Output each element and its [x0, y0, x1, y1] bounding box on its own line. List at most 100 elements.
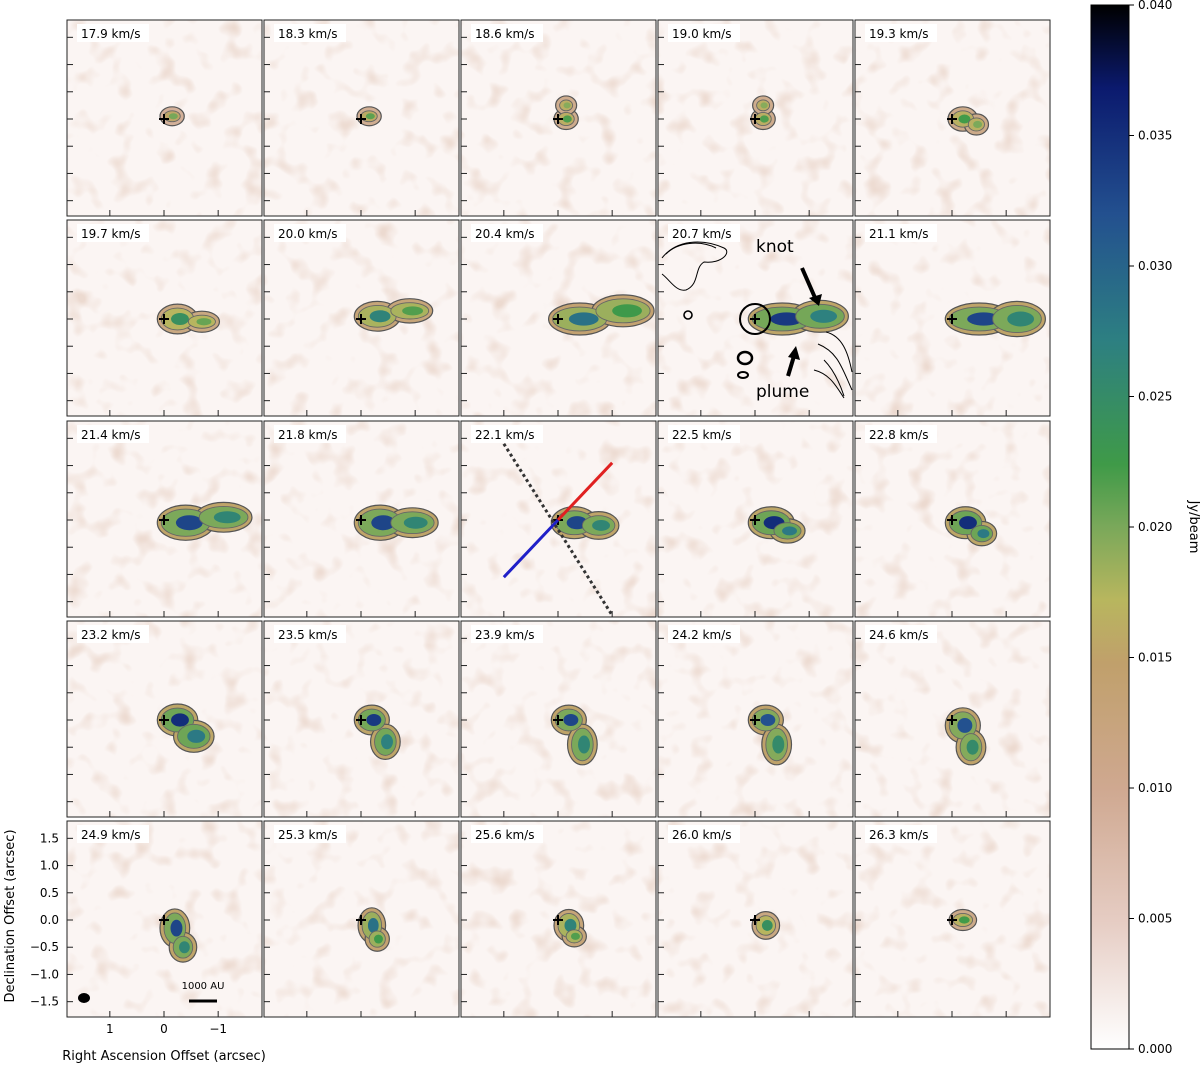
emission-core	[374, 934, 383, 944]
velocity-label-bg	[471, 825, 543, 843]
emission-core	[782, 526, 797, 536]
contour-ring	[683, 310, 693, 320]
channel-panel: 21.1 km/s	[855, 220, 1050, 416]
emission-core	[759, 115, 769, 123]
channel-panel: 23.5 km/s	[264, 621, 459, 817]
channel-panel: 19.3 km/s	[855, 20, 1050, 216]
emission-core	[973, 120, 983, 129]
velocity-label: 21.8 km/s	[278, 428, 337, 442]
source-marker	[750, 114, 760, 124]
emission-core	[957, 717, 973, 733]
emission-core	[958, 114, 971, 124]
colorbar-gradient	[1090, 4, 1130, 1050]
source-marker	[356, 715, 366, 725]
source-marker	[356, 114, 366, 124]
emission-core	[612, 304, 642, 318]
emission-core	[564, 918, 577, 933]
velocity-label-bg	[865, 625, 937, 643]
source-marker	[159, 715, 169, 725]
velocity-label-bg	[274, 224, 346, 242]
emission-core	[578, 735, 590, 754]
knot-label: knot	[756, 237, 794, 257]
velocity-label: 25.3 km/s	[278, 828, 337, 842]
source-marker	[553, 314, 563, 324]
channel-panel: 17.9 km/s	[67, 20, 262, 216]
source-marker	[356, 515, 366, 525]
velocity-label: 20.7 km/s	[672, 227, 731, 241]
channel-panel: 23.2 km/s	[67, 621, 262, 817]
x-axis-label: Right Ascension Offset (arcsec)	[62, 1049, 266, 1064]
channel-panel: 22.5 km/s	[658, 421, 853, 617]
emission-core	[967, 312, 1000, 326]
velocity-label: 22.5 km/s	[672, 428, 731, 442]
emission-core	[966, 739, 979, 755]
emission-core	[571, 932, 580, 940]
channel-panel: 23.9 km/s	[461, 621, 656, 817]
colorbar-tick-label: 0.000	[1138, 1042, 1172, 1056]
colorbar-tick-label: 0.040	[1138, 0, 1172, 12]
emission-core	[977, 529, 990, 539]
emission-core	[367, 917, 379, 933]
colorbar-tick-label: 0.035	[1138, 129, 1172, 143]
velocity-label-bg	[274, 825, 346, 843]
emission-core	[366, 714, 382, 726]
emission-core	[563, 102, 571, 109]
plume-arrowhead	[788, 346, 800, 360]
velocity-label: 24.2 km/s	[672, 628, 731, 642]
channel-panel: 21.8 km/s	[264, 421, 459, 617]
source-marker	[750, 915, 760, 925]
emission-core	[959, 516, 977, 530]
source-marker	[947, 114, 957, 124]
y-axis-label: Declination Offset (arcsec)	[3, 829, 18, 1002]
source-circle	[739, 303, 771, 335]
emission-core	[175, 515, 203, 531]
velocity-label: 24.6 km/s	[869, 628, 928, 642]
emission-core	[562, 115, 572, 123]
colorbar-tick-label: 0.015	[1138, 651, 1172, 665]
source-marker	[553, 915, 563, 925]
velocity-label-bg	[274, 425, 346, 443]
velocity-label-bg	[865, 825, 937, 843]
channel-panel: 20.4 km/s	[461, 220, 656, 416]
source-marker	[159, 915, 169, 925]
channel-panel: 19.0 km/s	[658, 20, 853, 216]
source-marker	[947, 715, 957, 725]
source-marker	[947, 314, 957, 324]
velocity-label-bg	[471, 224, 543, 242]
contour-lines	[813, 331, 853, 399]
emission-core	[213, 511, 241, 524]
source-marker	[750, 515, 760, 525]
emission-core	[365, 113, 375, 120]
velocity-label-bg	[77, 224, 149, 242]
emission-core	[761, 920, 773, 931]
emission-core	[371, 515, 396, 531]
source-marker	[159, 114, 169, 124]
plume-label: plume	[756, 382, 809, 402]
channel-panel: 24.9 km/s	[67, 821, 262, 1017]
velocity-label: 19.7 km/s	[81, 227, 140, 241]
velocity-label: 26.0 km/s	[672, 828, 731, 842]
velocity-label-bg	[668, 825, 740, 843]
source-marker	[947, 915, 957, 925]
colorbar-label: Jy/beam	[1186, 500, 1200, 554]
contour-lines	[661, 241, 728, 291]
velocity-label: 21.1 km/s	[869, 227, 928, 241]
source-marker	[159, 515, 169, 525]
emission-core	[760, 714, 776, 726]
emission-core	[958, 916, 970, 924]
velocity-label-bg	[274, 24, 346, 42]
velocity-label-bg	[471, 625, 543, 643]
emission-core	[772, 735, 785, 754]
velocity-label: 23.5 km/s	[278, 628, 337, 642]
y-tick-label: 1.0	[40, 859, 59, 873]
x-tick-label: 0	[160, 1022, 168, 1036]
contour-ring	[736, 350, 754, 366]
source-marker	[159, 314, 169, 324]
velocity-label-bg	[77, 625, 149, 643]
colorbar-tick-label: 0.010	[1138, 781, 1172, 795]
emission-core	[196, 318, 212, 326]
emission-core	[760, 102, 768, 109]
y-tick-label: −1.0	[30, 967, 59, 981]
emission-core	[171, 313, 189, 325]
